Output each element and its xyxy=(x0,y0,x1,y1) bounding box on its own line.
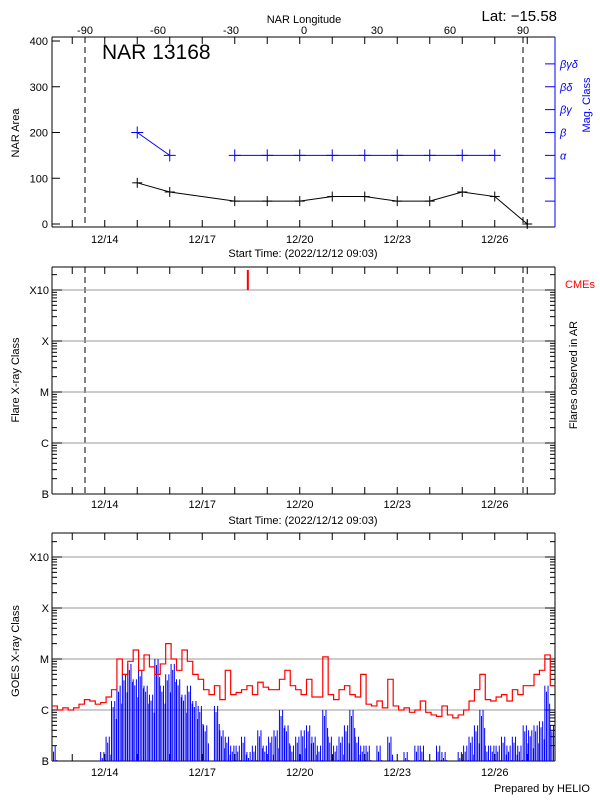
x-tick-label: 12/17 xyxy=(188,767,216,779)
x-tick-label: 12/17 xyxy=(188,234,216,246)
mag-class-tick-label: βγ xyxy=(559,105,573,117)
mag-class-tick-label: βδ xyxy=(559,82,573,94)
class-tick-label: C xyxy=(41,705,49,717)
longitude-tick-label: 90 xyxy=(517,25,529,37)
x-tick-label: 12/23 xyxy=(383,234,411,246)
x-tick-label: 12/23 xyxy=(383,499,411,511)
nar-xlabel: Start Time: (2022/12/12 09:03) xyxy=(228,248,377,260)
x-tick-label: 12/14 xyxy=(91,499,119,511)
chart-marks: 12/14 12/17 12/20 12/23 12/260100200300400-9… xyxy=(29,25,578,779)
x-tick-label: 12/14 xyxy=(91,767,119,779)
mag-class-line xyxy=(136,132,171,156)
flares-observed-label: Flares observed in AR xyxy=(568,321,580,429)
class-tick-label: X xyxy=(42,603,50,615)
longitude-tick-label: -60 xyxy=(150,25,166,37)
class-tick-label: M xyxy=(40,387,49,399)
y-tick-label: 0 xyxy=(42,219,48,231)
top-axis-title: NAR Longitude xyxy=(267,14,342,26)
y-tick-label: 100 xyxy=(30,173,48,185)
mag-class-tick-label: βγδ xyxy=(559,59,579,71)
nar-area-ylabel: NAR Area xyxy=(10,108,22,158)
goes-ylabel: GOES X-ray Class xyxy=(10,605,22,697)
longitude-tick-label: 30 xyxy=(371,25,383,37)
x-tick-label: 12/23 xyxy=(383,767,411,779)
x-tick-label: 12/26 xyxy=(481,234,509,246)
credit-label: Prepared by HELIO xyxy=(494,783,590,795)
class-tick-label: X10 xyxy=(29,552,49,564)
nar-area-line xyxy=(137,182,528,225)
x-tick-label: 12/26 xyxy=(481,767,509,779)
x-tick-label: 12/20 xyxy=(286,499,314,511)
x-tick-label: 12/17 xyxy=(188,499,216,511)
class-tick-label: M xyxy=(40,654,49,666)
x-tick-label: 12/20 xyxy=(286,767,314,779)
y-tick-label: 200 xyxy=(30,128,48,140)
longitude-tick-label: 60 xyxy=(444,25,456,37)
class-tick-label: X10 xyxy=(29,285,49,297)
class-tick-label: X xyxy=(42,336,50,348)
class-tick-label: B xyxy=(42,756,49,768)
x-tick-label: 12/26 xyxy=(481,499,509,511)
region-title: NAR 13168 xyxy=(102,41,211,64)
flare-ylabel: Flare X-ray Class xyxy=(10,337,22,422)
longitude-tick-label: -90 xyxy=(77,25,93,37)
mag-class-ylabel: Mag. Class xyxy=(581,77,593,133)
cmes-label: CMEs xyxy=(565,279,595,291)
y-tick-label: 400 xyxy=(30,36,48,48)
x-tick-label: 12/20 xyxy=(286,234,314,246)
goes-long-channel-line xyxy=(52,643,555,719)
class-tick-label: C xyxy=(41,438,49,450)
x-tick-label: 12/14 xyxy=(91,234,119,246)
mag-class-tick-label: α xyxy=(560,150,567,162)
longitude-tick-label: 0 xyxy=(301,25,307,37)
latitude-label: Lat: −15.58 xyxy=(482,8,557,25)
y-tick-label: 300 xyxy=(30,82,48,94)
class-tick-label: B xyxy=(42,489,49,501)
flares-xlabel: Start Time: (2022/12/12 09:03) xyxy=(228,515,377,527)
mag-class-tick-label: β xyxy=(559,128,567,140)
longitude-tick-label: -30 xyxy=(223,25,239,37)
